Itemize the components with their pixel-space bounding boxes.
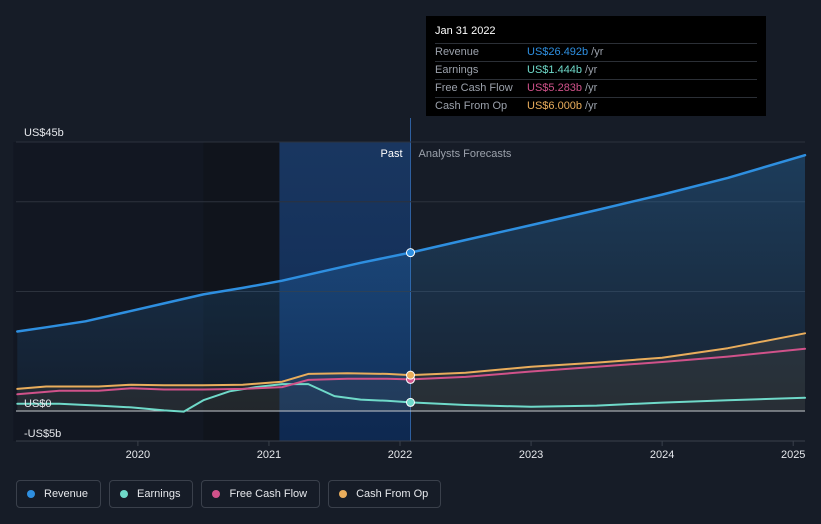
tooltip-row: Revenue US$26.492b/yr (435, 43, 757, 61)
legend-item-cash-from-op[interactable]: Cash From Op (328, 480, 442, 508)
tooltip-value: US$5.283b (527, 82, 583, 94)
legend-dot-icon (27, 490, 35, 498)
tooltip-value: US$26.492b (527, 46, 589, 58)
x-tick-label: 2022 (388, 449, 412, 461)
tooltip-value: US$6.000b (527, 100, 583, 112)
tooltip-value: US$1.444b (527, 64, 583, 76)
x-tick-label: 2025 (781, 449, 805, 461)
earnings-point[interactable] (406, 397, 415, 407)
legend-dot-icon (339, 490, 348, 498)
cash-from-op-area (17, 333, 806, 411)
revenue-area (17, 155, 806, 411)
tooltip-label: Earnings (435, 64, 479, 76)
y-tick-label: US$45b (24, 127, 64, 139)
tooltip-row: Free Cash Flow US$5.283b/yr (435, 79, 757, 97)
legend-dot-icon (212, 490, 221, 498)
tooltip-unit: /yr (591, 46, 604, 58)
tooltip-unit: /yr (585, 100, 598, 112)
legend-label: Free Cash Flow (229, 488, 308, 500)
revenue-point[interactable] (406, 248, 415, 258)
legend-label: Revenue (44, 488, 89, 500)
free-cash-flow-line (16, 347, 806, 396)
legend: Revenue Earnings Free Cash Flow Cash From O… (16, 480, 442, 508)
earnings-line (16, 383, 806, 413)
tooltip-unit: /yr (585, 82, 598, 94)
cash-from-op-line (16, 332, 806, 390)
tooltip-row: Earnings US$1.444b/yr (435, 61, 757, 79)
legend-item-revenue[interactable]: Revenue (16, 480, 102, 508)
legend-item-free-cash-flow[interactable]: Free Cash Flow (201, 480, 321, 508)
tooltip-label: Cash From Op (435, 100, 508, 112)
revenue-line (16, 153, 807, 333)
legend-label: Earnings (137, 488, 181, 500)
x-tick-label: 2021 (257, 449, 281, 461)
forecast-label: Analysts Forecasts (419, 148, 512, 160)
y-tick-label: -US$5b (24, 428, 61, 440)
tooltip-label: Free Cash Flow (435, 82, 513, 94)
tooltip-unit: /yr (585, 64, 598, 76)
tooltip-date: Jan 31 2022 (435, 25, 496, 37)
cash-from-op-point[interactable] (406, 370, 415, 380)
y-tick-label: US$0 (24, 398, 52, 410)
legend-dot-icon (120, 490, 129, 498)
tooltip: Jan 31 2022 Revenue US$26.492b/yr Earnings… (426, 16, 766, 116)
x-tick-label: 2024 (650, 449, 674, 461)
x-tick-label: 2020 (126, 449, 150, 461)
x-tick-label: 2023 (519, 449, 543, 461)
tooltip-row: Cash From Op US$6.000b/yr (435, 97, 757, 115)
past-label: Past (380, 148, 402, 160)
legend-item-earnings[interactable]: Earnings (109, 480, 194, 508)
tooltip-label: Revenue (435, 46, 480, 58)
legend-label: Cash From Op (356, 488, 429, 500)
